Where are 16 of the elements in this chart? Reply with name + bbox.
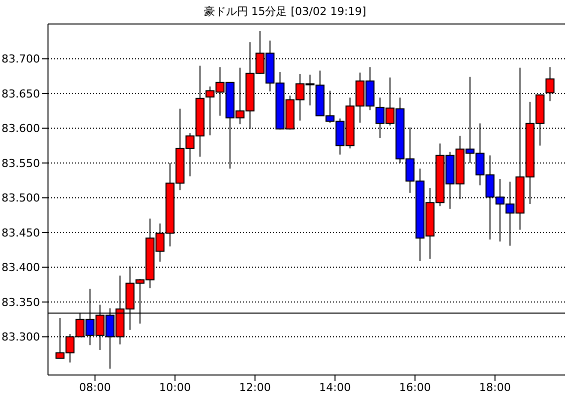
x-tick-label: 08:00 [79,380,111,394]
y-tick-label: 83.500 [2,192,40,205]
y-tick-label: 83.300 [2,330,40,344]
y-tick-label: 83.400 [2,261,40,274]
y-tick-label: 83.550 [2,156,40,170]
y-tick-label: 83.650 [2,87,40,100]
x-tick-label: 10:00 [159,380,191,394]
y-tick-label: 83.350 [2,296,40,309]
y-tick-label: 83.700 [2,52,40,66]
x-tick-label: 14:00 [319,380,351,394]
x-tick-label: 16:00 [399,380,431,394]
y-tick-label: 83.450 [2,226,40,240]
y-tick-label: 83.600 [2,122,40,136]
x-tick-label: 18:00 [479,380,511,394]
chart-title: 豪ドル円 15分足 [03/02 19:19] [202,4,368,19]
x-tick-label: 12:00 [239,380,271,394]
